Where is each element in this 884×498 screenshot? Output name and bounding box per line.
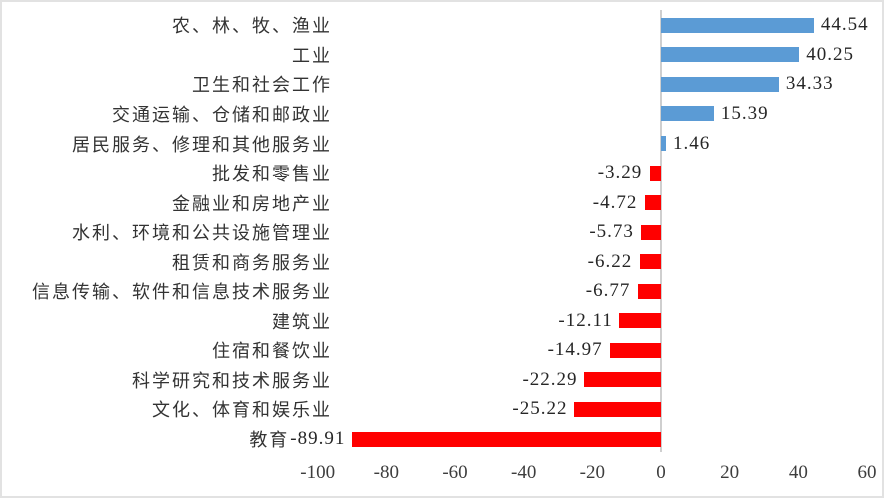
bar-positive xyxy=(661,17,814,33)
value-label: 15.39 xyxy=(720,102,769,124)
category-label: 金融业和房地产业 xyxy=(172,193,332,214)
category-label: 卫生和社会工作 xyxy=(192,75,332,96)
bar-positive xyxy=(661,136,666,151)
bar-positive xyxy=(661,47,800,63)
value-label: -12.11 xyxy=(558,309,613,331)
bar-negative xyxy=(352,431,661,447)
value-label: -3.29 xyxy=(597,162,643,184)
category-label: 水利、环境和公共设施管理业 xyxy=(72,223,332,244)
x-tick-label: -20 xyxy=(579,462,605,483)
value-label: -22.29 xyxy=(522,368,578,390)
x-tick-label: -60 xyxy=(442,462,468,483)
bar-negative xyxy=(637,283,661,299)
category-label: 住宿和餐饮业 xyxy=(212,341,332,362)
x-tick-label: 60 xyxy=(857,462,877,483)
category-label: 农、林、牧、渔业 xyxy=(172,16,332,37)
bar-negative xyxy=(574,401,661,417)
category-label: 科学研究和技术服务业 xyxy=(132,370,332,391)
x-tick-label: -100 xyxy=(300,462,336,483)
category-label: 建筑业 xyxy=(272,311,332,332)
category-label: 文化、体育和娱乐业 xyxy=(152,400,332,421)
x-tick-label: 0 xyxy=(656,462,666,483)
value-label: -25.22 xyxy=(512,398,568,420)
x-tick-label: -80 xyxy=(373,462,399,483)
x-tick-label: -40 xyxy=(510,462,537,483)
bar-negative xyxy=(641,224,661,240)
category-label: 交通运输、仓储和邮政业 xyxy=(112,104,332,125)
value-label: -5.73 xyxy=(589,221,634,243)
value-label: -89.91 xyxy=(290,428,346,449)
category-label: 租赁和商务服务业 xyxy=(172,252,332,273)
value-label: -6.77 xyxy=(585,280,631,302)
category-label: 居民服务、修理和其他服务业 xyxy=(72,134,332,155)
value-label: 44.54 xyxy=(820,14,869,36)
bar-negative xyxy=(639,254,661,270)
x-tick-label: 40 xyxy=(788,462,808,483)
bar-positive xyxy=(661,106,714,122)
value-label: -14.97 xyxy=(547,339,603,361)
bar-negative xyxy=(649,165,661,181)
value-label: 40.25 xyxy=(806,43,854,65)
value-label: 1.46 xyxy=(673,132,711,154)
category-label: 工业 xyxy=(292,45,332,66)
category-label: 批发和零售业 xyxy=(212,164,332,185)
bar-negative xyxy=(609,342,661,358)
bar-negative xyxy=(584,372,661,388)
value-label: 34.33 xyxy=(785,73,834,95)
bar-negative xyxy=(619,313,661,329)
category-label: 信息传输、软件和信息技术服务业 xyxy=(32,282,332,303)
value-label: -6.22 xyxy=(587,250,633,272)
x-tick-label: 20 xyxy=(720,462,740,483)
zero-axis-line xyxy=(660,10,662,452)
value-label: -4.72 xyxy=(592,191,638,213)
category-label: 教育 xyxy=(249,430,290,450)
bar-positive xyxy=(661,76,779,92)
bar-negative xyxy=(644,195,661,211)
